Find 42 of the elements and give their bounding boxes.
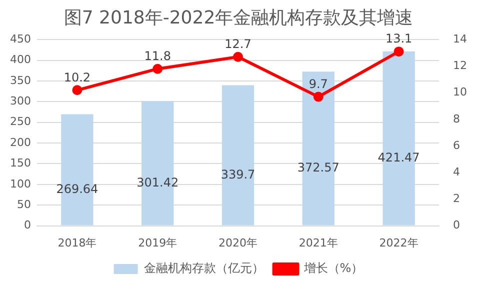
bar: [222, 85, 254, 226]
x-tick-label: 2021年: [298, 236, 338, 250]
data-label: 11.8: [144, 48, 171, 63]
y-tick-label: 300: [10, 94, 31, 108]
y2-tick-label: 14: [453, 32, 468, 46]
legend-label: 金融机构存款（亿元）: [144, 261, 264, 276]
data-label: 10.2: [64, 70, 91, 84]
y2-tick-label: 0: [453, 218, 460, 232]
chart-title: 图7 2018年-2022年金融机构存款及其增速: [64, 7, 414, 28]
y-tick-label: 350: [10, 74, 31, 87]
y-tick-label: 50: [16, 198, 31, 211]
data-label: 301.42: [136, 175, 179, 190]
y-tick-label: 250: [10, 115, 31, 128]
y2-tick-label: 4: [453, 165, 460, 178]
y-tick-label: 0: [24, 218, 31, 232]
y2-tick-label: 6: [453, 138, 460, 152]
x-tick-label: 2018年: [58, 236, 97, 250]
data-label: 9.7: [308, 76, 328, 91]
data-label: 339.7: [220, 167, 256, 182]
y2-tick-label: 2: [453, 192, 460, 206]
data-label: 13.1: [385, 32, 412, 46]
y-tick-label: 400: [10, 53, 31, 66]
point: [72, 85, 82, 96]
data-label: 269.64: [56, 182, 98, 196]
y2-tick-label: 12: [453, 59, 468, 72]
y-tick-label: 150: [10, 156, 31, 170]
legend-label: 增长（%）: [302, 261, 364, 276]
x-tick-label: 2019年: [138, 236, 178, 250]
point: [152, 64, 163, 74]
y-tick-label: 450: [10, 32, 31, 46]
x-tick-label: 2022年: [379, 236, 418, 250]
y-tick-label: 200: [10, 136, 31, 149]
y-tick-label: 100: [10, 177, 31, 190]
x-tick-label: 2020年: [218, 236, 258, 250]
point: [394, 46, 404, 57]
data-label: 421.47: [378, 150, 420, 164]
point: [233, 52, 243, 62]
y2-tick-label: 10: [453, 86, 468, 99]
y2-tick-label: 8: [453, 112, 460, 126]
data-label: 12.7: [224, 37, 252, 52]
data-label: 372.57: [297, 160, 340, 175]
point: [313, 92, 324, 102]
